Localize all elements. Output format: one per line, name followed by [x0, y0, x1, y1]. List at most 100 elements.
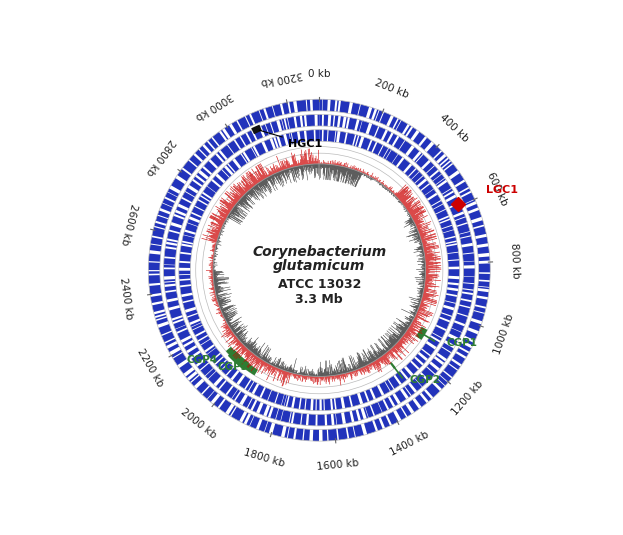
Polygon shape [253, 347, 258, 354]
Polygon shape [313, 374, 314, 376]
Text: 2200 kb: 2200 kb [135, 347, 164, 389]
Polygon shape [419, 305, 427, 309]
Polygon shape [232, 209, 240, 215]
Polygon shape [237, 333, 244, 338]
Polygon shape [330, 376, 331, 380]
Polygon shape [227, 216, 231, 219]
Polygon shape [307, 160, 308, 165]
Polygon shape [348, 372, 349, 376]
Polygon shape [293, 412, 302, 425]
Polygon shape [212, 264, 213, 265]
Polygon shape [414, 236, 420, 239]
Polygon shape [223, 225, 225, 226]
Polygon shape [423, 246, 426, 248]
Polygon shape [420, 242, 422, 243]
Polygon shape [370, 176, 371, 177]
Polygon shape [229, 324, 231, 326]
Polygon shape [416, 313, 422, 316]
Polygon shape [421, 266, 426, 267]
Polygon shape [365, 361, 368, 365]
Polygon shape [292, 167, 295, 178]
Polygon shape [352, 410, 358, 422]
Polygon shape [400, 339, 406, 345]
Polygon shape [405, 384, 415, 395]
Polygon shape [285, 368, 287, 371]
Polygon shape [450, 173, 464, 186]
Polygon shape [273, 104, 282, 117]
Polygon shape [320, 99, 322, 111]
Polygon shape [285, 161, 288, 169]
Polygon shape [214, 286, 221, 288]
Polygon shape [327, 376, 328, 378]
Polygon shape [402, 195, 411, 203]
Polygon shape [388, 350, 394, 357]
Polygon shape [226, 319, 231, 322]
Polygon shape [403, 196, 414, 205]
Polygon shape [404, 208, 406, 209]
Polygon shape [211, 216, 224, 223]
Polygon shape [210, 263, 213, 264]
Polygon shape [271, 120, 279, 133]
Polygon shape [440, 220, 452, 228]
Polygon shape [287, 366, 288, 371]
Polygon shape [212, 299, 217, 301]
Polygon shape [188, 347, 199, 357]
Polygon shape [377, 181, 378, 182]
Polygon shape [221, 308, 231, 312]
Polygon shape [225, 221, 226, 222]
Polygon shape [212, 235, 219, 238]
Polygon shape [275, 365, 276, 367]
Polygon shape [214, 283, 221, 285]
Polygon shape [309, 376, 310, 378]
Polygon shape [447, 284, 459, 289]
Polygon shape [331, 376, 333, 382]
Polygon shape [409, 169, 419, 179]
Polygon shape [440, 159, 450, 167]
Polygon shape [231, 186, 242, 197]
Polygon shape [335, 365, 338, 375]
Polygon shape [366, 365, 371, 372]
Polygon shape [279, 369, 281, 372]
Polygon shape [270, 407, 278, 419]
Polygon shape [308, 376, 309, 378]
Polygon shape [195, 149, 206, 161]
Polygon shape [235, 154, 247, 167]
Polygon shape [328, 164, 329, 168]
Polygon shape [257, 184, 259, 186]
Polygon shape [416, 281, 425, 283]
Polygon shape [293, 370, 295, 373]
Polygon shape [169, 308, 183, 319]
Polygon shape [236, 203, 240, 206]
Polygon shape [268, 364, 270, 369]
Polygon shape [420, 303, 427, 305]
Polygon shape [332, 160, 333, 165]
Polygon shape [409, 230, 418, 234]
Polygon shape [275, 359, 279, 367]
Polygon shape [369, 364, 370, 366]
Polygon shape [211, 256, 214, 257]
Polygon shape [283, 164, 286, 170]
Polygon shape [213, 272, 224, 273]
Polygon shape [393, 195, 395, 197]
Polygon shape [345, 370, 346, 373]
Polygon shape [370, 355, 374, 362]
Polygon shape [320, 129, 322, 141]
Polygon shape [424, 270, 426, 271]
Polygon shape [292, 165, 293, 167]
Polygon shape [420, 234, 426, 236]
Polygon shape [231, 324, 238, 329]
Polygon shape [294, 372, 295, 373]
Polygon shape [242, 337, 247, 343]
Polygon shape [416, 248, 424, 250]
Polygon shape [268, 177, 273, 185]
Polygon shape [402, 204, 403, 205]
Polygon shape [209, 240, 217, 242]
Polygon shape [396, 120, 408, 134]
Polygon shape [212, 259, 214, 260]
Polygon shape [422, 273, 426, 274]
Polygon shape [214, 259, 215, 261]
Polygon shape [374, 418, 383, 431]
Polygon shape [417, 296, 422, 297]
Polygon shape [295, 370, 296, 373]
Polygon shape [306, 114, 315, 126]
